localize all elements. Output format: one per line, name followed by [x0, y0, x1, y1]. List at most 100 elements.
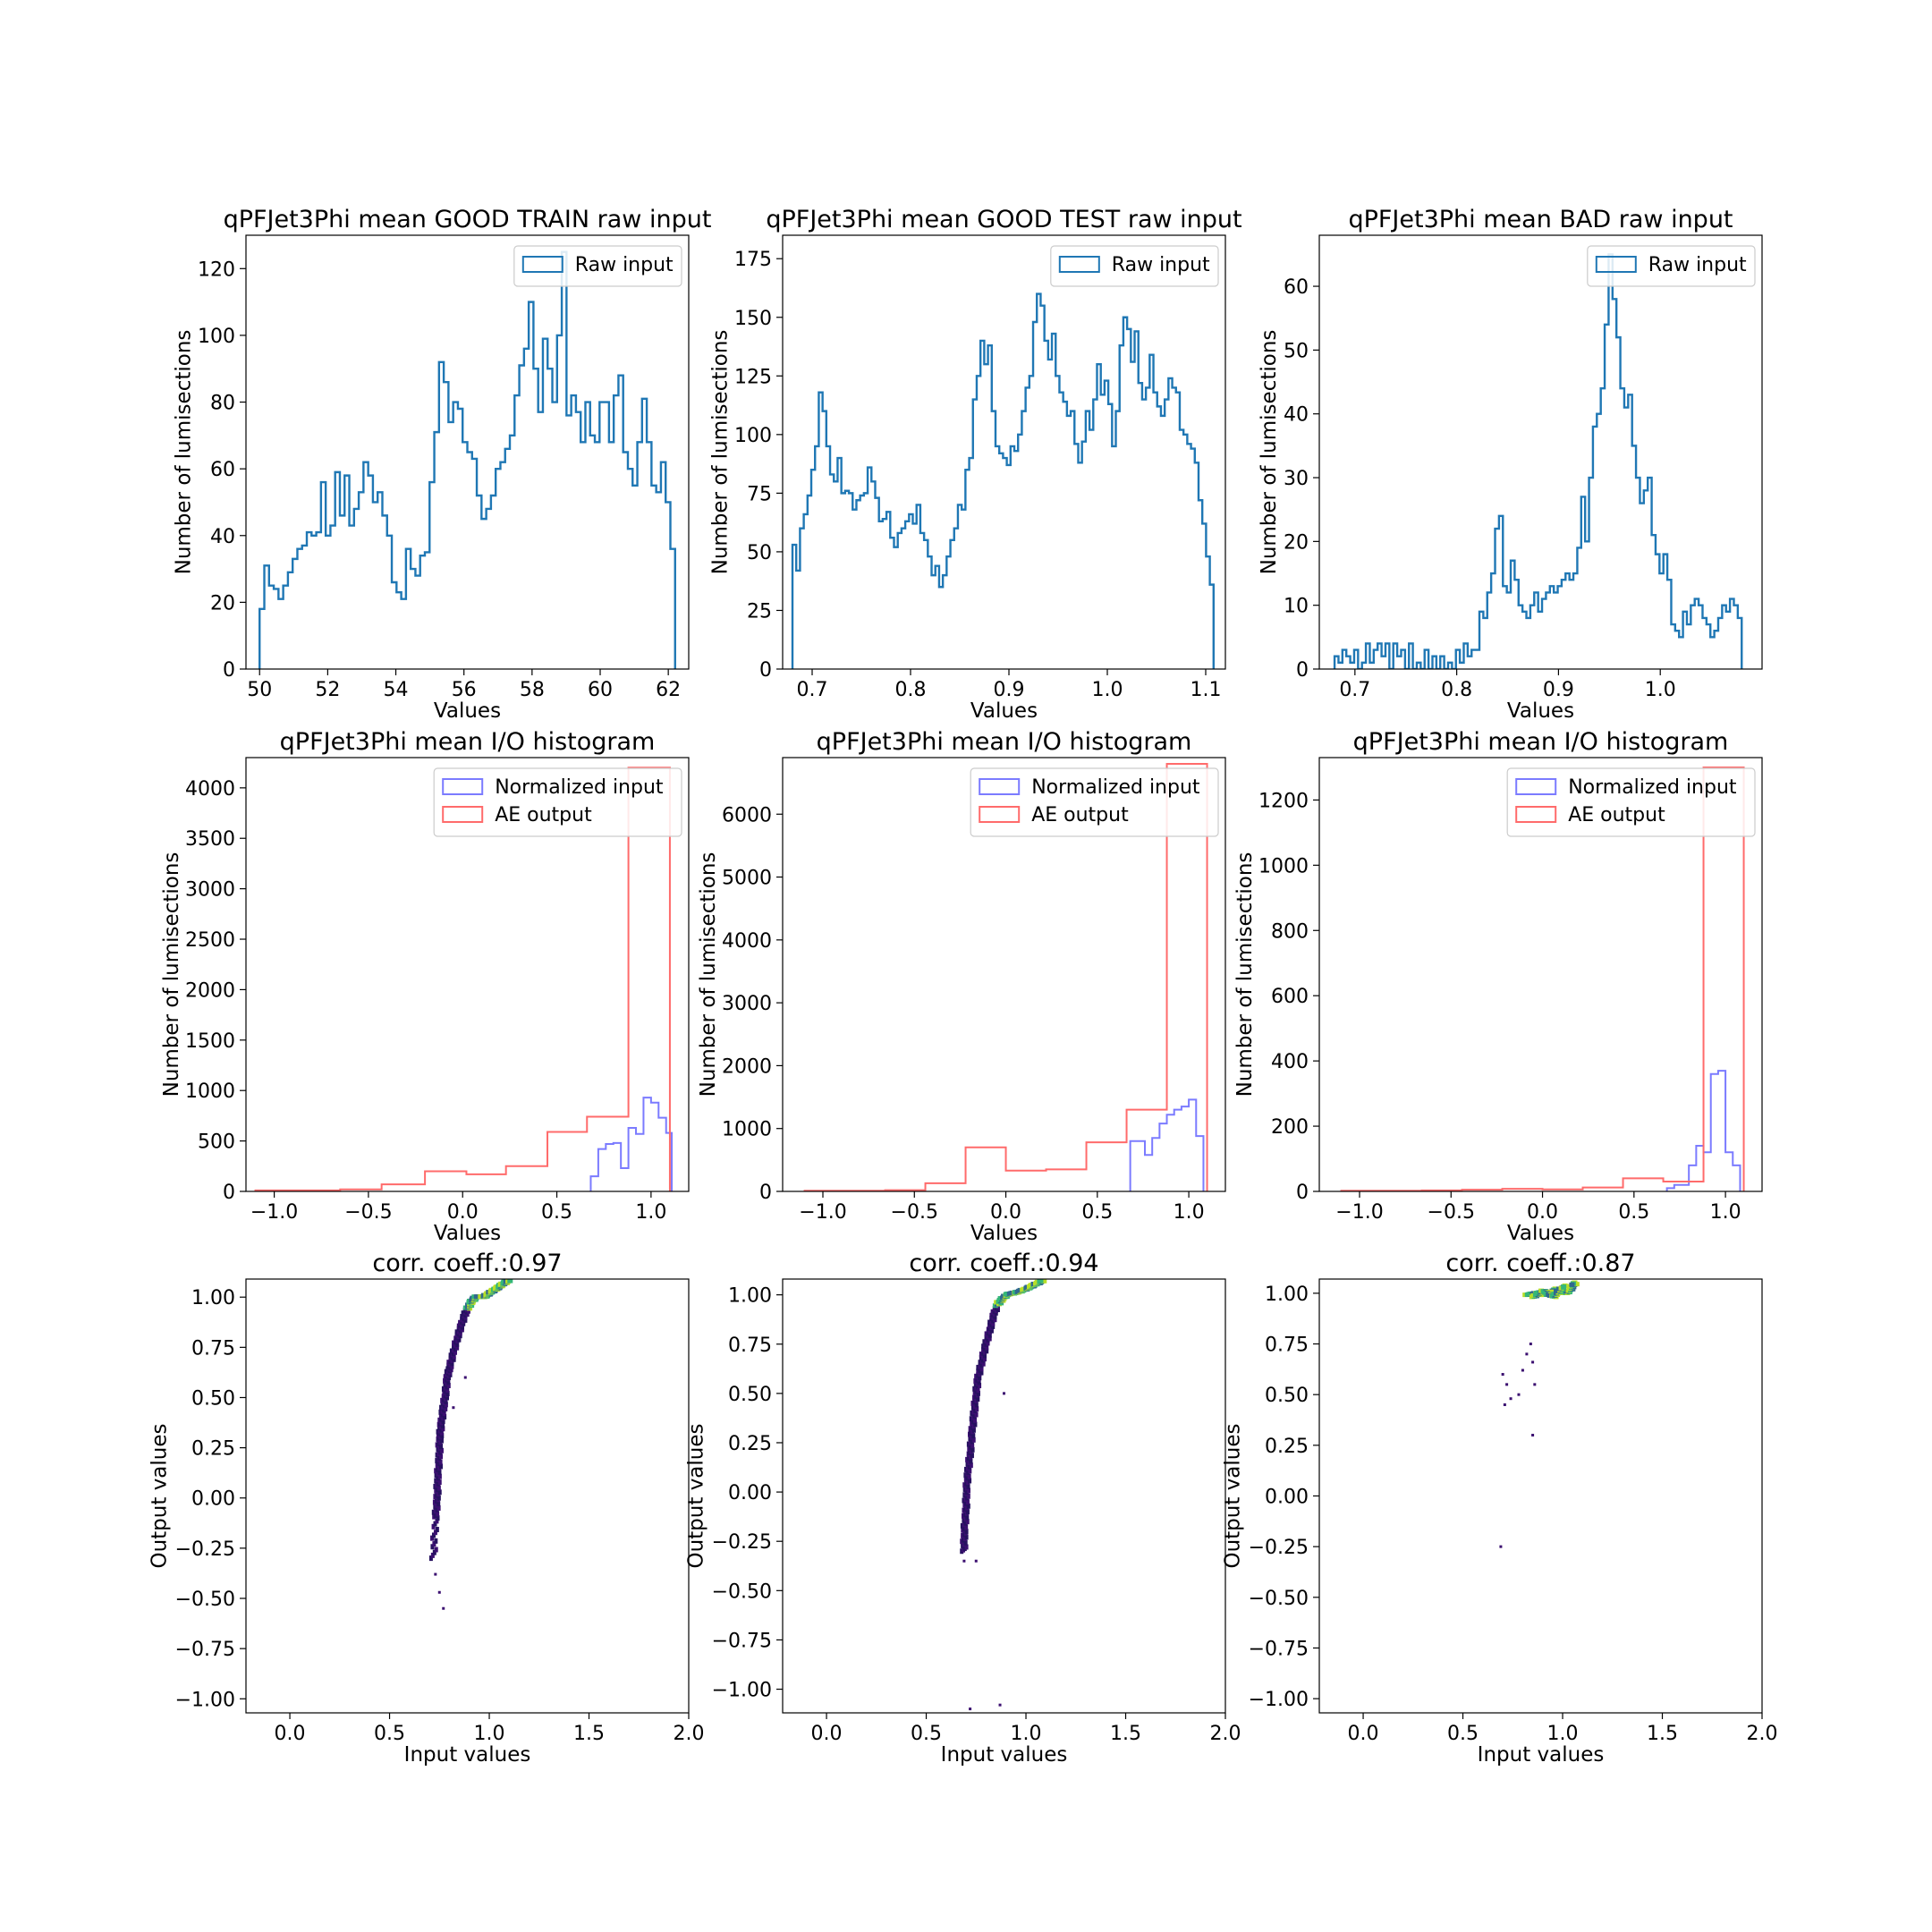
- heatmap-cell: [1038, 1279, 1044, 1284]
- panel-title: qPFJet3Phi mean GOOD TRAIN raw input: [224, 206, 712, 233]
- x-tick-label: 2.0: [674, 1723, 705, 1745]
- x-tick-label: 60: [588, 679, 613, 701]
- heatmap-cell: [974, 1373, 979, 1379]
- heatmap-cell: [983, 1345, 987, 1352]
- legend-swatch: [1058, 256, 1100, 273]
- heatmap-cell: [455, 1341, 460, 1347]
- legend: Raw input: [1587, 245, 1756, 287]
- y-tick-label: 4000: [722, 930, 772, 953]
- x-tick-label: 1.5: [1110, 1723, 1141, 1745]
- x-tick-label: 54: [384, 679, 409, 701]
- heatmap-cell: [1521, 1368, 1524, 1372]
- panel-test-corr: 0.0 0.5 1.0 1.5 2.0 −1.00 −0.75 −0.50 −0.25 0.00 0…: [685, 1250, 1241, 1767]
- heatmap-cell: [966, 1503, 970, 1509]
- heatmap-cell: [966, 1493, 970, 1499]
- x-tick-label: 1.0: [1092, 679, 1123, 701]
- y-tick-label: 175: [734, 249, 772, 271]
- y-tick-label: 50: [1284, 340, 1309, 362]
- heatmap-cell: [977, 1379, 981, 1385]
- heatmap-cell: [439, 1437, 444, 1444]
- panel-title: qPFJet3Phi mean GOOD TEST raw input: [766, 206, 1241, 233]
- heatmap-cell: [970, 1453, 974, 1459]
- x-tick-label: 0.5: [541, 1201, 572, 1224]
- x-tick-label: 1.1: [1191, 679, 1222, 701]
- heatmap-cell: [452, 1356, 456, 1362]
- heatmap-cell: [453, 1343, 458, 1349]
- y-tick-label: 120: [198, 258, 235, 281]
- heatmap-cell: [439, 1429, 444, 1436]
- heatmap-cell: [449, 1348, 453, 1354]
- heatmap-cell: [434, 1572, 437, 1576]
- y-tick-label: 0: [223, 659, 235, 682]
- histogram-series: [589, 1097, 674, 1191]
- y-tick-label: −0.50: [1249, 1588, 1309, 1610]
- heatmap-cell: [979, 1362, 984, 1368]
- heatmap-cell: [437, 1473, 442, 1479]
- legend-swatch: [442, 806, 484, 823]
- x-tick-label: 0.0: [275, 1723, 306, 1745]
- heatmap-cell: [455, 1337, 460, 1343]
- y-tick-label: 1.00: [728, 1285, 772, 1308]
- heatmap-cell: [986, 1336, 990, 1343]
- heatmap-cell: [964, 1524, 969, 1530]
- heatmap-cell: [444, 1398, 448, 1404]
- heatmap-cell: [992, 1306, 996, 1312]
- heatmap-cell: [436, 1515, 440, 1521]
- legend-swatch: [442, 778, 484, 795]
- y-tick-label: 0.25: [728, 1433, 772, 1455]
- y-tick-label: 0.25: [191, 1438, 235, 1461]
- heatmap-cell: [446, 1383, 451, 1389]
- y-tick-label: 1.00: [1265, 1284, 1309, 1306]
- heatmap-cell: [1569, 1282, 1575, 1287]
- heatmap-cell: [1533, 1383, 1537, 1386]
- y-tick-label: 800: [1271, 920, 1309, 943]
- y-tick-label: 20: [210, 592, 235, 614]
- axes-frame: [1318, 1278, 1763, 1714]
- legend: Raw input: [513, 245, 682, 287]
- axes-frame: [1318, 757, 1763, 1192]
- legend-box: [970, 767, 1219, 837]
- y-tick-label: 0.50: [728, 1384, 772, 1406]
- heatmap-cell: [450, 1363, 454, 1369]
- histogram-series: [1333, 253, 1743, 669]
- heatmap-cell: [1505, 1383, 1509, 1386]
- x-tick-label: 0.7: [797, 679, 828, 701]
- heatmap-cell: [432, 1541, 436, 1547]
- heatmap-cell: [987, 1322, 992, 1328]
- heatmap-cell: [973, 1421, 978, 1428]
- panel-test-raw: 0.7 0.8 0.9 1.0 1.1 0 25 50 75 100 125 150 175 qPFJet…: [709, 206, 1242, 723]
- y-tick-label: 0: [759, 1182, 772, 1204]
- x-tick-label: 0.0: [447, 1201, 479, 1224]
- heatmap-cell: [444, 1402, 448, 1408]
- x-tick-label: 0.0: [990, 1201, 1021, 1224]
- y-tick-label: 25: [747, 600, 772, 623]
- heatmap-cell: [443, 1413, 447, 1419]
- histogram-series: [258, 250, 676, 669]
- y-tick-label: 1000: [1258, 855, 1309, 877]
- legend-label: Normalized input: [1568, 776, 1737, 799]
- heatmap-cell: [436, 1495, 441, 1501]
- heatmap-cell: [454, 1329, 459, 1335]
- plot-area: [1499, 1280, 1580, 1548]
- y-tick-label: 5000: [722, 868, 772, 890]
- heatmap-cell: [986, 1333, 990, 1339]
- y-axis-label: Number of lumisections: [1233, 852, 1257, 1097]
- x-tick-label: 1.5: [573, 1723, 605, 1745]
- x-tick-label: 0.0: [1348, 1723, 1379, 1745]
- heatmap-cell: [463, 1376, 467, 1379]
- heatmap-cell: [430, 1544, 435, 1550]
- heatmap-cell: [981, 1347, 986, 1353]
- x-tick-label: 0.5: [911, 1723, 942, 1745]
- legend-swatch: [979, 778, 1021, 795]
- panel-test-io: −1.0 −0.5 0.0 0.5 1.0 0 1000 2000 3000 4000 5000 60…: [697, 728, 1226, 1245]
- x-tick-label: 0.5: [1618, 1201, 1649, 1224]
- y-tick-label: 0.00: [728, 1482, 772, 1504]
- heatmap-cell: [986, 1340, 990, 1346]
- y-tick-label: 0: [759, 659, 772, 682]
- histogram-series: [791, 292, 1215, 669]
- heatmap-cell: [1529, 1343, 1532, 1346]
- heatmap-cell: [507, 1279, 513, 1284]
- heatmap-cell: [460, 1314, 464, 1320]
- heatmap-cell: [978, 1363, 982, 1369]
- heatmap-cell: [453, 1349, 457, 1355]
